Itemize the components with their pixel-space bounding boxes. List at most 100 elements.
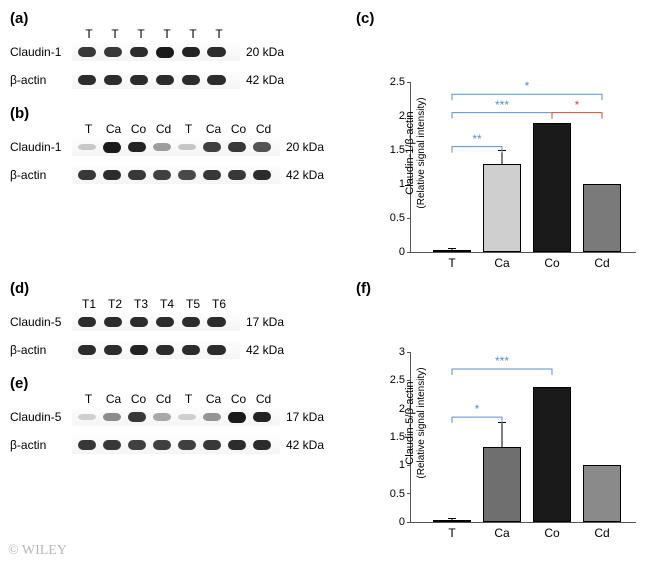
panel-b-label: (b)	[10, 105, 340, 122]
blot-strip	[72, 313, 240, 331]
band	[103, 440, 121, 450]
lane-labels: TTTTTT	[76, 27, 340, 41]
lane-label: Cd	[251, 122, 276, 136]
band	[153, 440, 171, 450]
band	[104, 75, 123, 86]
band	[103, 142, 121, 153]
blot-strip	[72, 71, 240, 89]
band	[130, 345, 149, 356]
band	[104, 317, 123, 328]
band	[78, 170, 96, 180]
y-tick-label: 1.5	[390, 144, 405, 156]
band	[178, 170, 196, 180]
blot-strip	[72, 408, 280, 426]
x-tick-label: Ca	[494, 256, 509, 270]
y-tick-label: 0.5	[390, 212, 405, 224]
panel-d-blots: T1T2T3T4T5T6Claudin-517 kDaβ-actin42 kDa	[10, 297, 340, 367]
lane-label: T	[128, 27, 154, 41]
lane-label: T	[102, 27, 128, 41]
band	[156, 345, 175, 356]
lane-label: T4	[154, 297, 180, 311]
band	[156, 47, 175, 58]
band	[182, 317, 201, 328]
lane-label: Ca	[201, 392, 226, 406]
protein-label: Claudin-1	[10, 140, 72, 154]
plot-area: 00.511.522.5TCaCoCd*******	[410, 83, 636, 253]
band	[130, 317, 149, 328]
x-tick-label: T	[448, 526, 455, 540]
protein-label: β-actin	[10, 168, 72, 182]
lane-label: T	[76, 27, 102, 41]
panel-c-container: (c) 00.511.522.5TCaCoCd*******Claudin-1/…	[350, 10, 650, 280]
lane-label: Co	[126, 392, 151, 406]
blot-row: β-actin 42 kDa	[10, 166, 340, 184]
significance-bracket	[411, 352, 637, 522]
watermark: © WILEY	[8, 543, 67, 559]
band	[78, 75, 97, 86]
band	[253, 142, 271, 152]
band	[203, 170, 221, 180]
band	[182, 47, 201, 58]
band	[130, 47, 149, 58]
x-tick-label: Co	[544, 256, 559, 270]
lane-label: T	[176, 392, 201, 406]
band	[128, 170, 146, 180]
lane-label: Ca	[201, 122, 226, 136]
blot-row: β-actin42 kDa	[10, 436, 340, 454]
band	[153, 413, 171, 420]
band	[203, 142, 221, 152]
panel-f-chart: 00.511.522.53TCaCoCd****Claudin-5/β-acti…	[398, 303, 650, 543]
panel-c-chart: 00.511.522.5TCaCoCd*******Claudin-1/β-ac…	[398, 33, 650, 273]
band	[103, 170, 121, 181]
panel-a-label: (a)	[10, 10, 340, 27]
band	[207, 75, 226, 86]
y-tick-label: 3	[399, 346, 405, 358]
blot-strip	[72, 436, 280, 454]
panel-c-label: (c)	[356, 10, 650, 27]
kda-label: 20 kDa	[286, 140, 324, 154]
blot-row: β-actin42 kDa	[10, 341, 340, 359]
kda-label: 42 kDa	[286, 168, 324, 182]
band	[78, 317, 97, 328]
lane-label: T	[154, 27, 180, 41]
figure-root: (a) TTTTTTClaudin-120 kDaβ-actin42 kDa (…	[10, 10, 640, 550]
x-tick-label: Co	[544, 526, 559, 540]
protein-label: Claudin-1	[10, 45, 72, 59]
lane-label: T3	[128, 297, 154, 311]
protein-label: Claudin-5	[10, 315, 72, 329]
lane-label: T1	[76, 297, 102, 311]
lane-label: T6	[206, 297, 232, 311]
significance-text: ***	[495, 354, 509, 368]
lane-label: Ca	[101, 122, 126, 136]
band	[178, 440, 196, 450]
band	[207, 47, 226, 58]
blot-strip	[72, 341, 240, 359]
band	[78, 47, 97, 57]
band	[207, 345, 226, 356]
band	[182, 345, 201, 356]
blot-row: Claudin-5 17 kDa	[10, 313, 340, 331]
x-tick-label: Cd	[594, 256, 609, 270]
band	[228, 412, 246, 423]
band	[203, 440, 221, 450]
protein-label: β-actin	[10, 343, 72, 357]
x-tick-label: Ca	[494, 526, 509, 540]
lane-label: T	[76, 122, 101, 136]
lane-label: T	[76, 392, 101, 406]
significance-text: *	[575, 98, 580, 112]
band	[153, 170, 171, 180]
protein-label: Claudin-5	[10, 410, 72, 424]
band	[178, 144, 196, 151]
blot-strip	[72, 138, 280, 156]
y-tick-label: 2.5	[390, 374, 405, 386]
lane-label: T	[180, 27, 206, 41]
lane-labels: TCaCoCdTCaCoCd	[76, 392, 340, 406]
lane-label: T	[206, 27, 232, 41]
kda-label: 17 kDa	[286, 410, 324, 424]
band	[78, 144, 96, 150]
blot-strip	[72, 166, 280, 184]
x-tick-label: T	[448, 256, 455, 270]
plot-area: 00.511.522.53TCaCoCd****	[410, 353, 636, 523]
kda-label: 17 kDa	[246, 315, 284, 329]
band	[228, 170, 246, 180]
